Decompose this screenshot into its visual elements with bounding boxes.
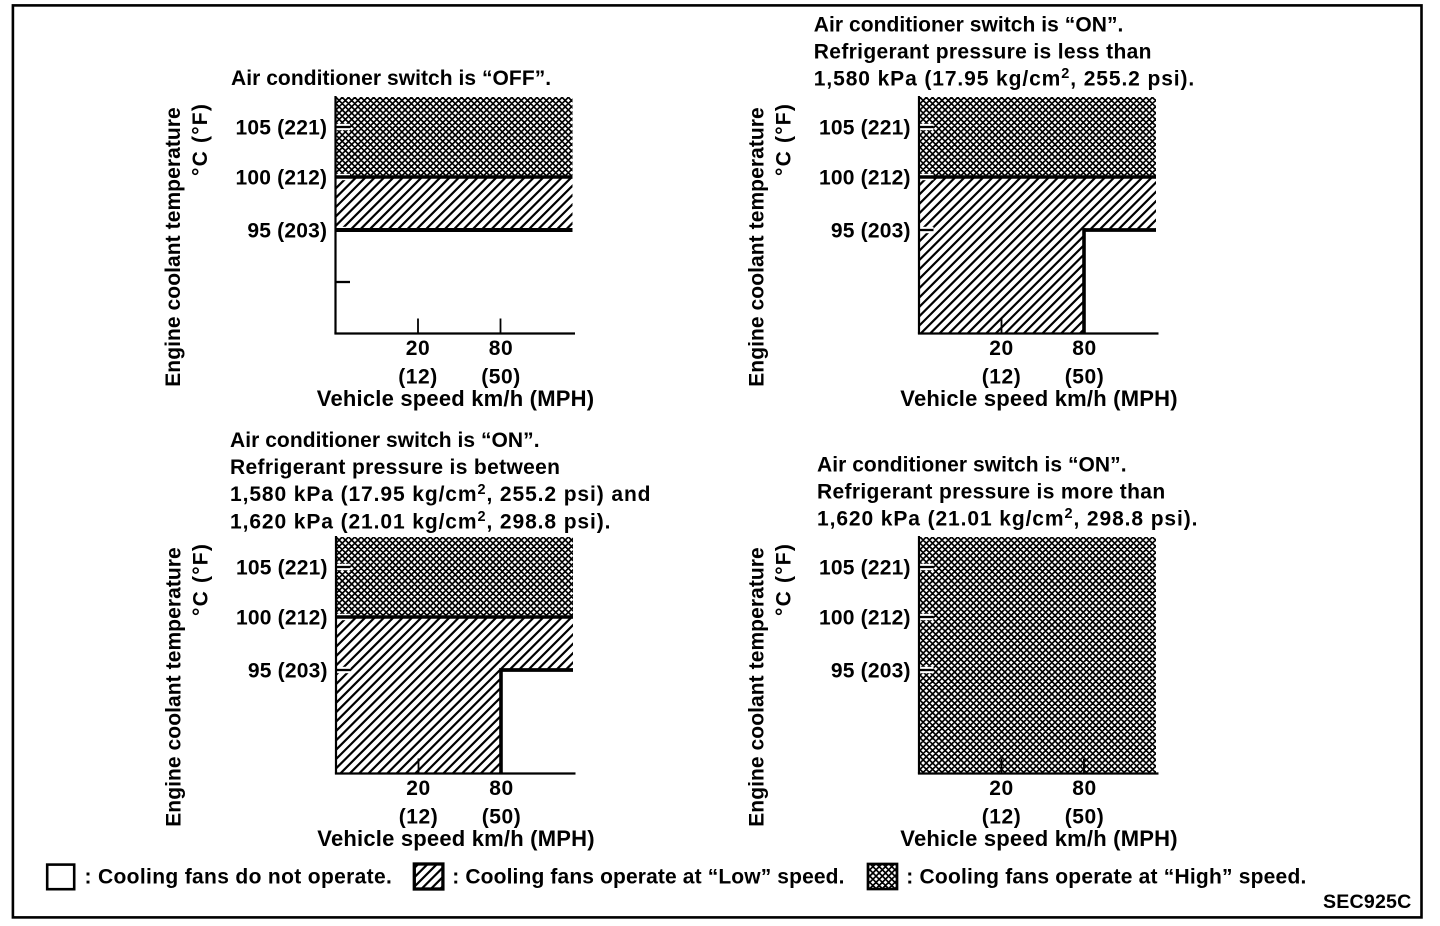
svg-text:(12): (12) bbox=[982, 366, 1022, 389]
svg-text:: Cooling fans do not operate.: : Cooling fans do not operate. bbox=[85, 866, 393, 889]
svg-text:°C (°F): °C (°F) bbox=[189, 103, 212, 176]
svg-text:Refrigerant pressure is less t: Refrigerant pressure is less than bbox=[814, 40, 1152, 63]
svg-text:95 (203): 95 (203) bbox=[831, 219, 911, 242]
svg-text:20: 20 bbox=[989, 337, 1013, 360]
svg-text:20: 20 bbox=[406, 777, 430, 800]
svg-text:105 (221): 105 (221) bbox=[819, 556, 911, 579]
svg-text:1,620 kPa (21.01 kg/cm2, 298.8: 1,620 kPa (21.01 kg/cm2, 298.8 psi). bbox=[817, 506, 1198, 530]
svg-text:Air conditioner switch is “OFF: Air conditioner switch is “OFF”. bbox=[231, 67, 551, 90]
svg-text:: Cooling fans operate at “Hig: : Cooling fans operate at “High” speed. bbox=[906, 866, 1306, 889]
svg-text:95 (203): 95 (203) bbox=[831, 659, 911, 682]
svg-text:Refrigerant pressure is betwee: Refrigerant pressure is between bbox=[230, 456, 560, 479]
svg-text:(50): (50) bbox=[482, 806, 522, 829]
svg-text:: Cooling fans operate at “Low: : Cooling fans operate at “Low” speed. bbox=[452, 866, 844, 889]
svg-text:20: 20 bbox=[406, 337, 430, 360]
svg-text:1,580 kPa (17.95 kg/cm2, 255.2: 1,580 kPa (17.95 kg/cm2, 255.2 psi). bbox=[814, 66, 1195, 90]
svg-text:(50): (50) bbox=[481, 366, 521, 389]
svg-text:(50): (50) bbox=[1065, 366, 1105, 389]
svg-text:SEC925C: SEC925C bbox=[1323, 891, 1412, 913]
svg-text:100 (212): 100 (212) bbox=[819, 606, 911, 629]
svg-text:Air conditioner switch is “ON”: Air conditioner switch is “ON”. bbox=[817, 453, 1127, 476]
svg-text:95 (203): 95 (203) bbox=[247, 219, 327, 242]
svg-text:Vehicle speed km/h (MPH): Vehicle speed km/h (MPH) bbox=[900, 826, 1177, 851]
svg-text:Refrigerant pressure is more t: Refrigerant pressure is more than bbox=[817, 480, 1166, 503]
svg-text:105 (221): 105 (221) bbox=[819, 116, 911, 139]
svg-text:°C (°F): °C (°F) bbox=[772, 103, 795, 176]
svg-text:1,620 kPa (21.01 kg/cm2, 298.8: 1,620 kPa (21.01 kg/cm2, 298.8 psi). bbox=[230, 509, 611, 533]
svg-text:(12): (12) bbox=[982, 806, 1022, 829]
svg-text:80: 80 bbox=[1072, 337, 1096, 360]
svg-text:Vehicle speed km/h (MPH): Vehicle speed km/h (MPH) bbox=[900, 386, 1177, 411]
svg-text:(50): (50) bbox=[1065, 806, 1105, 829]
svg-text:80: 80 bbox=[1072, 777, 1096, 800]
svg-text:°C (°F): °C (°F) bbox=[189, 543, 212, 616]
svg-text:Engine coolant temperature: Engine coolant temperature bbox=[162, 107, 185, 387]
svg-text:Air conditioner switch is “ON”: Air conditioner switch is “ON”. bbox=[814, 14, 1124, 37]
svg-text:80: 80 bbox=[489, 777, 513, 800]
svg-text:105 (221): 105 (221) bbox=[235, 116, 327, 139]
svg-text:Vehicle speed km/h (MPH): Vehicle speed km/h (MPH) bbox=[317, 826, 594, 851]
svg-text:80: 80 bbox=[489, 337, 513, 360]
svg-text:100 (212): 100 (212) bbox=[236, 606, 328, 629]
svg-text:1,580 kPa (17.95 kg/cm2, 255.2: 1,580 kPa (17.95 kg/cm2, 255.2 psi) and bbox=[230, 482, 651, 506]
svg-text:Engine coolant temperature: Engine coolant temperature bbox=[162, 547, 185, 827]
svg-text:Air conditioner switch is “ON”: Air conditioner switch is “ON”. bbox=[230, 429, 540, 452]
svg-text:Vehicle speed km/h (MPH): Vehicle speed km/h (MPH) bbox=[317, 386, 594, 411]
svg-text:105 (221): 105 (221) bbox=[236, 556, 328, 579]
svg-text:Engine coolant temperature: Engine coolant temperature bbox=[745, 547, 768, 827]
svg-text:Engine coolant temperature: Engine coolant temperature bbox=[745, 107, 768, 387]
svg-text:100 (212): 100 (212) bbox=[819, 166, 911, 189]
svg-text:(12): (12) bbox=[398, 366, 438, 389]
svg-text:20: 20 bbox=[989, 777, 1013, 800]
svg-text:°C (°F): °C (°F) bbox=[772, 543, 795, 616]
svg-text:100 (212): 100 (212) bbox=[235, 166, 327, 189]
svg-text:95 (203): 95 (203) bbox=[248, 659, 328, 682]
svg-text:(12): (12) bbox=[399, 806, 439, 829]
